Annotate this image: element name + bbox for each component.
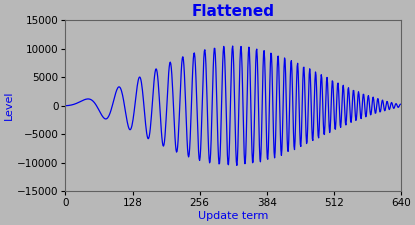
- Title: Flattened: Flattened: [192, 4, 275, 19]
- Y-axis label: Level: Level: [4, 91, 14, 120]
- X-axis label: Update term: Update term: [198, 211, 269, 221]
